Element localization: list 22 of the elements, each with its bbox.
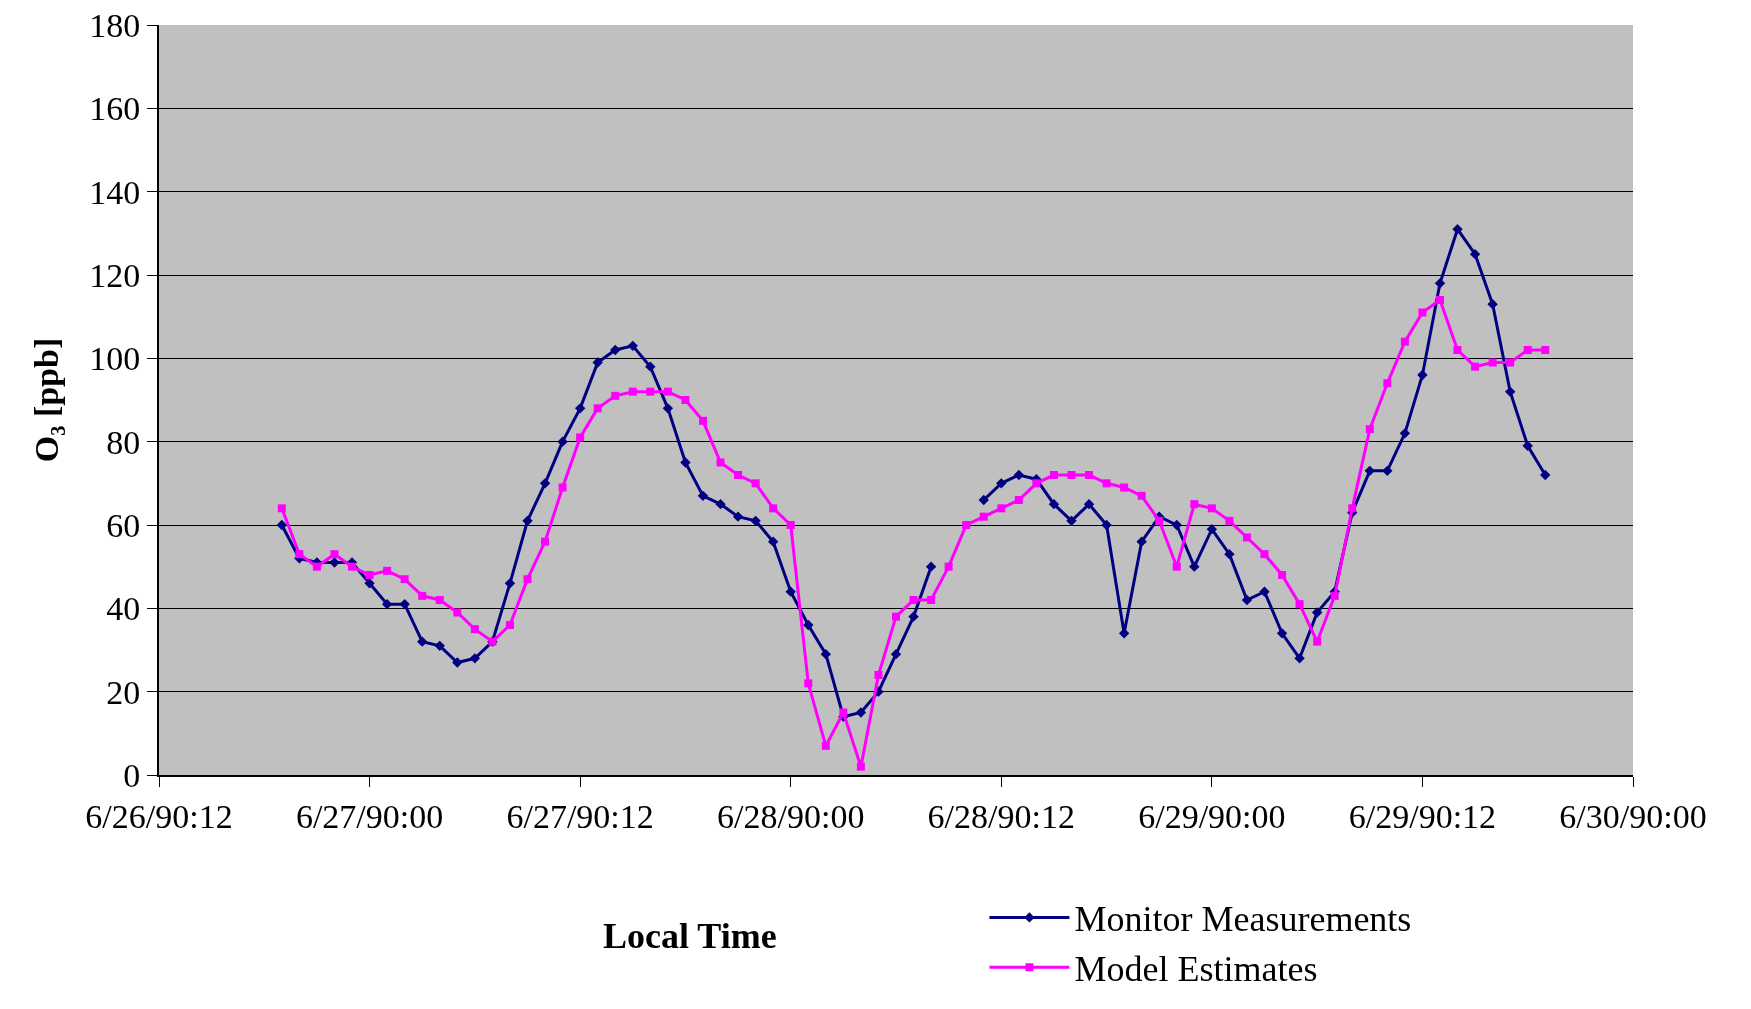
y-tick-label: 100	[89, 340, 141, 378]
y-axis-title: O₃ [ppb]	[28, 337, 66, 463]
y-tick-label: 80	[106, 423, 141, 461]
x-tick-label: 6/28/90:12	[927, 797, 1075, 835]
x-axis-title: Local Time	[603, 916, 777, 956]
y-tick-label: 60	[106, 506, 141, 544]
y-tick-label: 40	[106, 590, 141, 628]
y-tick-label: 140	[89, 173, 141, 211]
x-tick-label: 6/26/90:12	[85, 797, 233, 835]
x-tick-label: 6/30/90:00	[1559, 797, 1707, 835]
x-tick-label: 6/29/90:12	[1348, 797, 1497, 835]
y-tick-label: 0	[123, 756, 141, 794]
legend-label: Model Estimates	[1074, 949, 1318, 990]
y-tick-label: 180	[89, 6, 141, 44]
x-tick-label: 6/27/90:12	[506, 797, 654, 835]
x-tick-label: 6/28/90:00	[717, 797, 865, 835]
x-tick-label: 6/29/90:00	[1138, 797, 1286, 835]
x-tick-label: 6/27/90:00	[295, 797, 444, 835]
y-tick-label: 160	[89, 90, 141, 128]
y-tick-label: 20	[106, 673, 141, 711]
legend-label: Monitor Measurements	[1074, 899, 1412, 940]
y-tick-label: 120	[89, 256, 141, 294]
